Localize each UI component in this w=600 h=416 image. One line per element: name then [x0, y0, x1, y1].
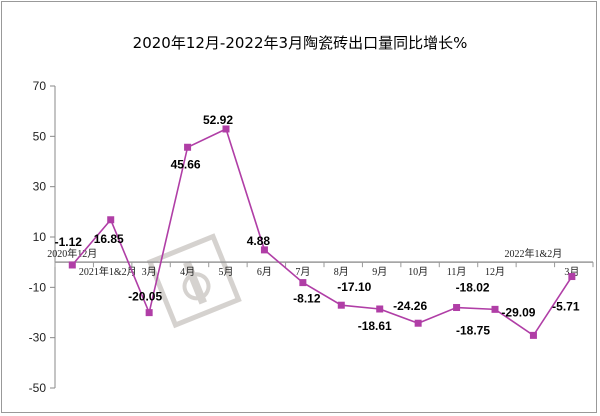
data-label: -1.12 — [55, 235, 83, 249]
data-label: -20.05 — [128, 290, 162, 304]
chart-title: 2020年12月-2022年3月陶瓷砖出口量同比增长% — [132, 34, 468, 52]
data-label: -5.71 — [552, 300, 580, 314]
data-point — [491, 305, 499, 313]
watermark-logo — [146, 233, 242, 329]
x-category-label: 2020年12月 — [47, 247, 97, 260]
x-category-label: 2021年1&2月 — [79, 265, 137, 278]
data-point — [453, 304, 461, 312]
data-label: -17.10 — [337, 280, 371, 294]
data-point — [376, 305, 384, 313]
data-point — [260, 246, 268, 254]
data-point — [184, 143, 192, 151]
x-category-label: 6月 — [257, 266, 272, 278]
data-label: -18.61 — [358, 319, 392, 333]
data-label: 4.88 — [247, 234, 271, 248]
data-label: 45.66 — [171, 157, 201, 171]
x-category-label: 4月 — [180, 266, 195, 278]
data-point — [68, 261, 76, 269]
data-point — [337, 301, 345, 309]
data-label: 16.85 — [94, 232, 124, 246]
x-category-label: 12月 — [485, 266, 505, 278]
data-point — [222, 125, 230, 133]
x-category-label: 10月 — [408, 266, 428, 278]
x-category-label: 8月 — [334, 266, 349, 278]
watermark-logo-ring — [182, 272, 211, 301]
watermark-logo-bar — [183, 260, 207, 305]
watermark — [146, 233, 242, 329]
data-point — [529, 331, 537, 339]
y-tick-label: 70 — [33, 79, 47, 93]
data-label: 52.92 — [203, 113, 233, 127]
y-tick-label: -10 — [29, 280, 47, 294]
data-label: -29.09 — [501, 305, 535, 319]
data-label: -24.26 — [393, 299, 427, 313]
series-line — [71, 127, 573, 337]
data-label: -18.02 — [456, 281, 490, 295]
x-category-label: 7月 — [295, 266, 310, 278]
data-label: -18.75 — [456, 323, 490, 337]
data-point — [299, 279, 307, 287]
x-category-label: 3月 — [564, 266, 579, 278]
x-category-label: 2022年1&2月 — [505, 247, 563, 260]
data-point — [414, 319, 422, 327]
data-point — [145, 309, 153, 317]
data-point — [568, 273, 576, 281]
y-tick-label: 30 — [33, 180, 47, 194]
x-category-label: 5月 — [219, 266, 234, 278]
data-label: -8.12 — [293, 292, 321, 306]
y-tick-label: 10 — [33, 230, 47, 244]
y-tick-label: -30 — [29, 331, 47, 345]
y-tick-label: -50 — [29, 381, 47, 395]
y-tick-label: 50 — [33, 129, 47, 143]
x-category-label: 11月 — [447, 266, 467, 278]
x-category-label: 3月 — [142, 266, 157, 278]
x-category-label: 9月 — [372, 266, 387, 278]
data-point — [107, 216, 115, 224]
